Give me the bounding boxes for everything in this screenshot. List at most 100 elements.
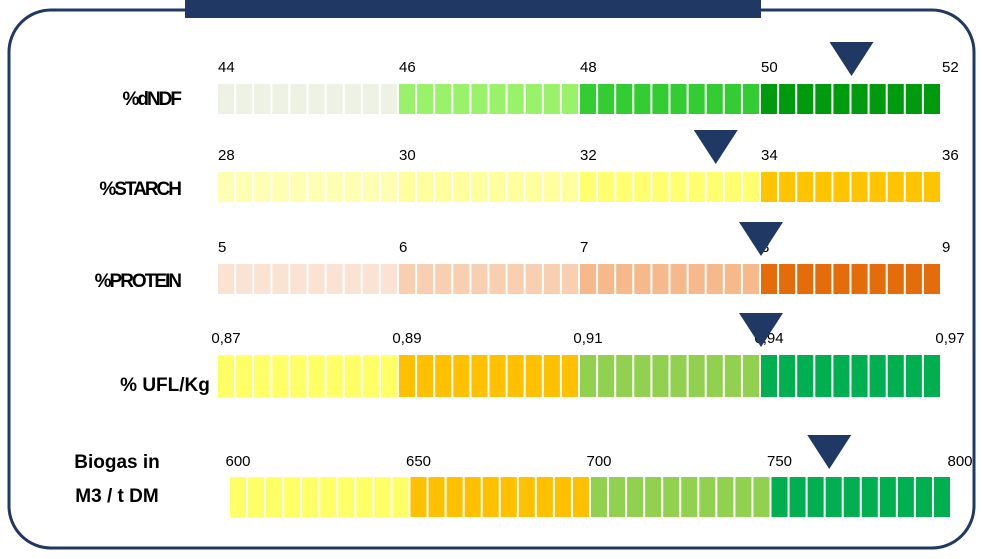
- gauge-cell: [807, 477, 824, 517]
- gauge-cell: [616, 84, 633, 114]
- gauge-cell: [652, 355, 669, 397]
- gauge-cell: [717, 477, 734, 517]
- gauge-cell: [670, 84, 687, 114]
- gauge-cell: [392, 477, 409, 517]
- row-label: %dNDF: [122, 89, 181, 110]
- gauge-cell: [236, 172, 253, 202]
- value-marker: [829, 42, 874, 76]
- gauge-cell: [308, 264, 325, 294]
- gauge-cell: [609, 477, 626, 517]
- gauge-cell: [851, 172, 868, 202]
- gauge-cell: [869, 264, 886, 294]
- gauge-cell: [218, 84, 235, 114]
- gauge-cell: [724, 84, 741, 114]
- tick-label: 7: [580, 239, 588, 256]
- gauge-cell: [869, 84, 886, 114]
- gauge-cell: [453, 355, 470, 397]
- gauge-cell: [761, 355, 778, 397]
- gauge-cell: [851, 84, 868, 114]
- tick-label: 0,89: [392, 330, 421, 347]
- gauge-cell: [616, 172, 633, 202]
- gauge-cell: [525, 172, 542, 202]
- gauge-cell: [779, 355, 796, 397]
- gauge-cell: [435, 355, 452, 397]
- gauge-cell: [218, 264, 235, 294]
- gauge-cell: [399, 355, 416, 397]
- gauge-cell: [923, 264, 940, 294]
- gauge-cell: [489, 355, 506, 397]
- gauge-cell: [797, 84, 814, 114]
- gauge-cell: [254, 264, 271, 294]
- gauge-cell: [399, 172, 416, 202]
- gauge-cell: [670, 264, 687, 294]
- gauge-cell: [525, 264, 542, 294]
- tick-label: 600: [225, 453, 250, 470]
- gauge-cell: [374, 477, 391, 517]
- tick-label: 650: [406, 453, 431, 470]
- gauge-cell: [724, 264, 741, 294]
- gauge-cell: [933, 477, 950, 517]
- gauge-cell: [326, 84, 343, 114]
- gauge-cell: [344, 264, 361, 294]
- gauge-cell: [380, 172, 397, 202]
- gauge-cell: [446, 477, 463, 517]
- gauge-cell: [272, 355, 289, 397]
- gauge-cell: [652, 172, 669, 202]
- gauge-cell: [471, 264, 488, 294]
- value-marker: [739, 313, 783, 347]
- gauge-cell: [580, 264, 597, 294]
- gauge-cell: [344, 84, 361, 114]
- gauge-cell: [254, 355, 271, 397]
- gauge-cell: [887, 355, 904, 397]
- gauge-cell: [797, 355, 814, 397]
- gauge-cell: [543, 172, 560, 202]
- tick-label: 0,91: [573, 330, 602, 347]
- tick-label: 48: [580, 59, 597, 76]
- gauge-cell: [290, 264, 307, 294]
- gauge-cell: [598, 172, 615, 202]
- gauge-cell: [266, 477, 283, 517]
- gauge-cell: [670, 355, 687, 397]
- gauge-cell: [326, 355, 343, 397]
- gauge-cell: [272, 264, 289, 294]
- gauge-cell: [417, 355, 434, 397]
- gauge-cell: [290, 172, 307, 202]
- gauge-cell: [507, 172, 524, 202]
- gauge-cell: [905, 355, 922, 397]
- gauge-cell: [923, 172, 940, 202]
- gauge-cell: [735, 477, 752, 517]
- gauge-cell: [399, 84, 416, 114]
- gauge-cell: [843, 477, 860, 517]
- gauge-cell: [598, 264, 615, 294]
- gauge-cell: [254, 84, 271, 114]
- gauge-cell: [797, 172, 814, 202]
- gauge-cell: [380, 355, 397, 397]
- gauge-cell: [688, 172, 705, 202]
- gauge-cell: [815, 84, 832, 114]
- gauge-cell: [290, 355, 307, 397]
- gauge-cell: [634, 84, 651, 114]
- gauge-cell: [663, 477, 680, 517]
- gauge-cell: [771, 477, 788, 517]
- gauge-cell: [536, 477, 553, 517]
- gauge-cell: [634, 264, 651, 294]
- gauge-cell: [580, 172, 597, 202]
- gauge-cell: [861, 477, 878, 517]
- gauge-cell: [525, 355, 542, 397]
- gauge-cell: [652, 264, 669, 294]
- gauge-cell: [561, 355, 578, 397]
- gauge-cell: [580, 84, 597, 114]
- gauge-cell: [507, 84, 524, 114]
- gauge-cell: [905, 172, 922, 202]
- gauge-cell: [706, 355, 723, 397]
- gauge-cell: [634, 172, 651, 202]
- gauge-cell: [417, 84, 434, 114]
- gauge-cell: [482, 477, 499, 517]
- gauge-cell: [471, 84, 488, 114]
- gauge-cell: [761, 172, 778, 202]
- tick-label: 6: [399, 239, 407, 256]
- gauge-cell: [815, 355, 832, 397]
- gauge-cell: [284, 477, 301, 517]
- gauge-cell: [308, 172, 325, 202]
- gauge-cell: [779, 172, 796, 202]
